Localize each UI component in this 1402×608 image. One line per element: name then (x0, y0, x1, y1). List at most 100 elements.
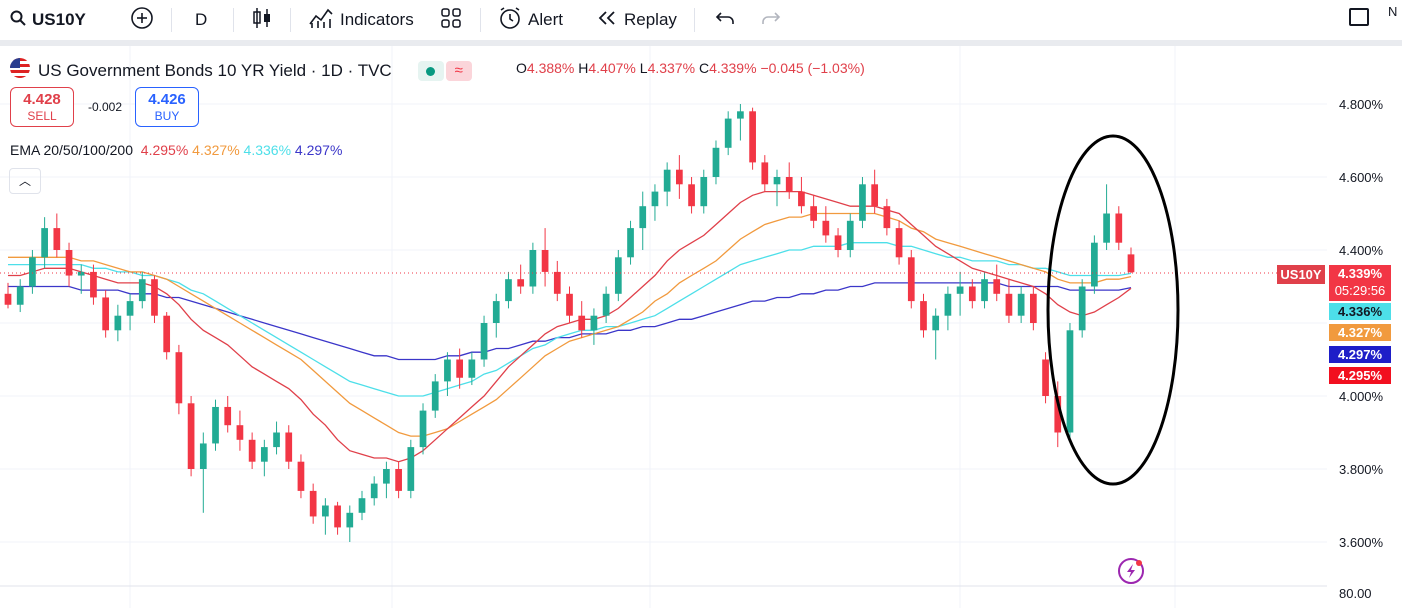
ema-label: EMA 20/50/100/200 (10, 142, 133, 158)
chart-type-button[interactable] (240, 0, 284, 40)
candle-body (761, 162, 769, 185)
candle-body (102, 297, 110, 331)
candle-body (126, 301, 134, 316)
candle (773, 169, 781, 207)
candle (822, 206, 830, 243)
candle (224, 396, 232, 433)
undo-icon (714, 9, 736, 32)
high-label: H (578, 60, 589, 76)
symbol-label: US10Y (32, 10, 86, 29)
low-value: 4.337% (647, 60, 696, 76)
templates-button[interactable] (430, 0, 472, 40)
candle-body (700, 177, 708, 207)
candle-body (309, 490, 317, 517)
candle (1005, 279, 1013, 323)
candle-body (920, 301, 927, 331)
replay-button[interactable]: Replay (586, 0, 687, 40)
toolbar-divider (171, 8, 172, 32)
ema50-price-tag: 4.327% (1329, 324, 1391, 341)
candle-body (65, 250, 73, 276)
candle (627, 220, 634, 265)
candle-body (846, 220, 854, 250)
candle-body (322, 505, 329, 517)
candle-body (712, 147, 720, 177)
ema200-price-tag: 4.297% (1329, 346, 1391, 363)
y-tick: 80.00 (1339, 586, 1372, 601)
candle-body (834, 235, 842, 250)
chart-area[interactable] (0, 46, 1402, 608)
symbol-search[interactable]: US10Y (0, 0, 96, 40)
candle (676, 155, 683, 199)
ema20-value: 4.295% (140, 142, 189, 158)
alert-button[interactable]: Alert (488, 0, 573, 40)
candle (1017, 286, 1025, 323)
candle-body (639, 206, 647, 229)
alarm-clock-icon (498, 6, 522, 35)
interval-button[interactable]: D (185, 0, 217, 40)
candle (395, 461, 402, 499)
low-label: L (639, 60, 648, 76)
candle (1066, 323, 1074, 440)
candle (1042, 352, 1049, 404)
chart-grid (0, 46, 1327, 608)
undo-button[interactable] (704, 0, 746, 40)
collapse-legend-button[interactable]: ︿ (9, 168, 41, 194)
layout-icon[interactable] (1349, 8, 1369, 26)
candle-body (749, 111, 756, 163)
candle (798, 177, 805, 214)
candle-body (627, 228, 634, 258)
candle-body (1115, 213, 1123, 243)
candle (1029, 286, 1037, 331)
buy-label: BUY (154, 109, 180, 123)
ema100-line (8, 242, 1132, 397)
candle (41, 217, 48, 269)
candle (602, 286, 610, 323)
candle (920, 293, 927, 338)
candle-body (383, 469, 390, 484)
price-chart[interactable] (0, 46, 1402, 608)
symbol-legend[interactable]: US Government Bonds 10 YR Yield · 1D · T… (10, 58, 472, 83)
candle-body (480, 323, 488, 360)
candle-body (932, 315, 940, 331)
candle (932, 308, 940, 360)
candle-body (968, 286, 976, 302)
candle (248, 432, 256, 469)
candle-body (676, 169, 683, 185)
candle-body (956, 286, 964, 294)
candle-body (517, 279, 525, 287)
candle (4, 282, 12, 309)
indicators-button[interactable]: Indicators (298, 0, 424, 40)
candle-body (602, 293, 610, 316)
candle-body (90, 271, 97, 298)
ema-legend[interactable]: EMA 20/50/100/200 4.295% 4.327% 4.336% 4… (10, 142, 342, 158)
market-status-dot[interactable] (417, 60, 444, 81)
buy-button[interactable]: 4.426 BUY (135, 87, 199, 127)
sell-label: SELL (27, 109, 57, 123)
candle (175, 344, 183, 415)
candle-body (1091, 242, 1098, 287)
candle-body (810, 206, 817, 221)
sell-button[interactable]: 4.428 SELL (10, 87, 74, 127)
delayed-data-icon[interactable]: ≈ (445, 60, 472, 81)
chevron-up-icon: ︿ (18, 174, 31, 188)
ema100-price-tag: 4.336% (1329, 303, 1391, 320)
candle (285, 425, 293, 469)
sell-price: 4.428 (23, 91, 61, 108)
candle-body (773, 177, 781, 185)
candle (505, 271, 512, 309)
us-flag-icon (10, 58, 30, 83)
compare-button[interactable] (120, 0, 164, 40)
candle-body (1127, 254, 1135, 273)
candle-body (358, 498, 366, 513)
open-value: 4.388% (526, 60, 575, 76)
candle-body (651, 191, 659, 207)
candle-body (285, 432, 293, 462)
ohlc-values: O4.388% H4.407% L4.337% C4.339% −0.045 (… (516, 60, 865, 76)
candle-body (29, 257, 36, 287)
candle-body (187, 403, 195, 469)
candle (871, 169, 879, 214)
redo-button[interactable] (750, 0, 792, 40)
candle-body (822, 220, 830, 236)
candle (383, 461, 390, 499)
candle (614, 250, 622, 302)
